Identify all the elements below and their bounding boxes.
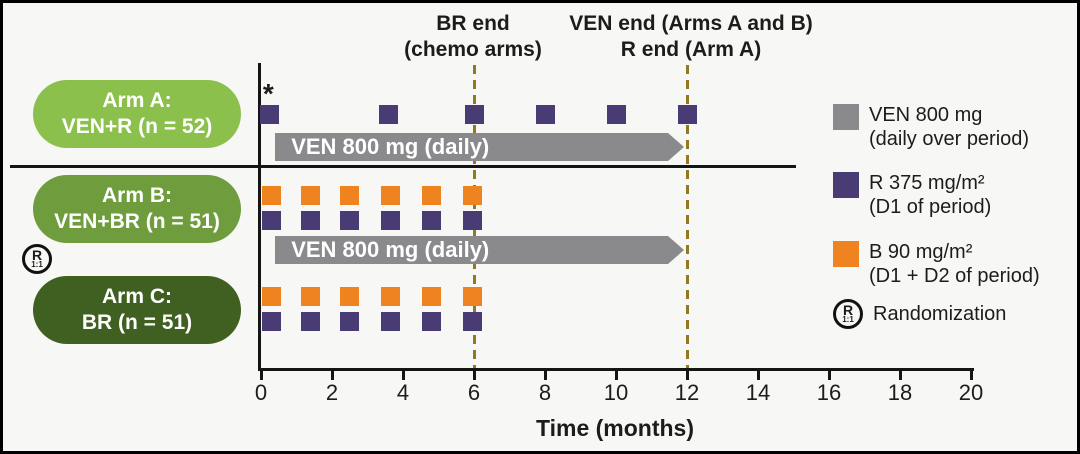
r-dose-square	[677, 105, 697, 124]
randomization-legend-icon: R 1:1	[833, 299, 863, 329]
event-dashed-line	[685, 65, 689, 369]
br-end-line2: (chemo arms)	[404, 38, 542, 61]
x-axis-tick	[614, 371, 618, 380]
legend-ven-line1: VEN 800 mg	[869, 104, 983, 126]
r-dose-square	[381, 312, 401, 331]
x-axis-tick-label: 8	[538, 380, 552, 405]
arm-b-pill: Arm B: VEN+BR (n = 51)	[33, 175, 241, 243]
b-dose-square	[381, 186, 401, 205]
b-dose-square	[381, 287, 401, 306]
x-axis-title: Time (months)	[535, 415, 695, 441]
r-dose-square	[535, 105, 555, 124]
r-dose-square	[421, 312, 441, 331]
r-dose-square	[606, 105, 626, 124]
arm-section-divider	[10, 165, 796, 168]
x-axis-tick-label: 4	[396, 380, 410, 405]
x-axis-tick-label: 18	[887, 380, 913, 405]
ven-end-annotation: VEN end (Arms A and B) R end (Arm A)	[569, 11, 812, 63]
b-dose-square	[340, 186, 360, 205]
x-axis-tick-label: 16	[816, 380, 842, 405]
legend-item-ven: VEN 800 mg (daily over period)	[833, 103, 1029, 151]
r-dose-square	[379, 105, 399, 124]
x-axis-line	[258, 368, 974, 371]
r-dose-square	[262, 211, 282, 230]
legend-b-line1: B 90 mg/m²	[869, 241, 973, 263]
x-axis-tick-label: 2	[325, 380, 339, 405]
b-dose-square	[340, 287, 360, 306]
first-dose-asterisk: *	[262, 78, 274, 109]
r-dose-square	[464, 105, 484, 124]
randomization-letter: R	[31, 247, 43, 263]
x-axis-tick-label: 14	[745, 380, 771, 405]
r-dose-square	[463, 312, 483, 331]
arm-b-detail: VEN+BR (n = 51)	[54, 210, 220, 233]
x-axis-tick	[401, 371, 405, 380]
x-axis-tick	[969, 371, 973, 380]
ven-bar: VEN 800 mg (daily)	[275, 133, 668, 161]
x-axis-tick	[827, 371, 831, 380]
x-axis-tick-label: 10	[603, 380, 629, 405]
x-axis-tick-label: 6	[467, 380, 481, 405]
arm-b-name: Arm B:	[101, 184, 172, 207]
r-dose-square	[301, 211, 321, 230]
b-dose-square	[262, 287, 282, 306]
r-dose-square	[340, 211, 360, 230]
br-end-line1: BR end	[436, 12, 510, 35]
b-dose-square	[463, 287, 483, 306]
b-dose-square	[421, 186, 441, 205]
x-axis-tick	[543, 371, 547, 380]
r-purple-swatch-icon	[833, 172, 859, 198]
x-axis-tick	[472, 371, 476, 380]
ven-bar-arrow-tip	[667, 236, 684, 264]
legend-item-r: R 375 mg/m² (D1 of period)	[833, 171, 991, 219]
r-dose-square	[381, 211, 401, 230]
randomization-icon: R 1:1	[22, 244, 52, 274]
arm-c-pill: Arm C: BR (n = 51)	[33, 276, 241, 344]
legend-randomization-label: Randomization	[873, 303, 1007, 325]
b-dose-square	[301, 287, 321, 306]
br-end-annotation: BR end (chemo arms)	[404, 11, 542, 63]
b-dose-square	[301, 186, 321, 205]
x-axis-tick	[259, 371, 263, 380]
ven-end-line1: VEN end (Arms A and B)	[569, 12, 813, 35]
r-dose-square	[340, 312, 360, 331]
b-orange-swatch-icon	[833, 241, 859, 267]
ven-end-line2: R end (Arm A)	[620, 38, 762, 61]
arm-a-pill: Arm A: VEN+R (n = 52)	[33, 80, 241, 148]
legend-item-randomization: R 1:1 Randomization	[833, 299, 1006, 329]
x-axis-tick	[685, 371, 689, 380]
b-dose-square	[463, 186, 483, 205]
arm-a-detail: VEN+R (n = 52)	[61, 115, 213, 138]
legend-r-line2: (D1 of period)	[869, 196, 992, 218]
legend-item-b: B 90 mg/m² (D1 + D2 of period)	[833, 240, 1040, 288]
x-axis-tick	[756, 371, 760, 380]
arm-c-detail: BR (n = 51)	[81, 311, 193, 334]
x-axis-tick	[898, 371, 902, 380]
y-axis-spine	[258, 63, 261, 371]
legend-ven-line2: (daily over period)	[869, 128, 1030, 150]
ven-gray-swatch-icon	[833, 104, 859, 130]
x-axis-tick-label: 0	[254, 380, 268, 405]
ven-bar-arrow-tip	[667, 133, 684, 161]
r-dose-square	[421, 211, 441, 230]
b-dose-square	[262, 186, 282, 205]
x-axis-tick	[330, 371, 334, 380]
arm-c-name: Arm C:	[101, 285, 172, 308]
legend-r-line1: R 375 mg/m²	[869, 172, 985, 194]
r-dose-square	[463, 211, 483, 230]
arm-a-name: Arm A:	[102, 89, 172, 112]
r-dose-square	[262, 312, 282, 331]
legend-b-line2: (D1 + D2 of period)	[869, 265, 1040, 287]
ven-bar: VEN 800 mg (daily)	[275, 236, 668, 264]
randomization-ratio: 1:1	[31, 260, 43, 269]
r-dose-square	[260, 105, 280, 124]
x-axis-tick-label: 12	[674, 380, 700, 405]
r-dose-square	[301, 312, 321, 331]
x-axis-tick-label: 20	[958, 380, 984, 405]
b-dose-square	[421, 287, 441, 306]
